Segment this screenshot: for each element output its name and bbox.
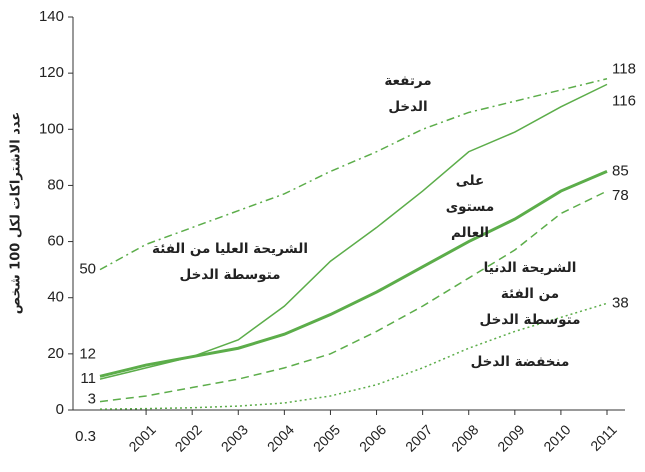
y-tick-label: 40 xyxy=(47,289,64,306)
x-tick-label: 2004 xyxy=(264,421,297,454)
y-tick-label: 60 xyxy=(47,233,64,250)
series-line xyxy=(99,190,608,403)
x-tick-label: 2010 xyxy=(540,421,573,454)
series-line xyxy=(99,78,608,271)
x-tick-label: 2002 xyxy=(172,421,205,454)
y-tick-label: 100 xyxy=(39,120,64,137)
end-value-label: 116 xyxy=(612,92,636,109)
series-label: على مستوى العالم xyxy=(445,173,495,241)
y-axis-label: عدد الاشتراكات لكل 100 شخص xyxy=(9,112,24,315)
series-line xyxy=(99,170,608,378)
y-tick-label: 20 xyxy=(47,345,64,362)
series-label: الشريحة الدنيا من الفئة متوسطة الدخل xyxy=(479,260,581,328)
x-tick-label: 2007 xyxy=(402,421,435,454)
series-label: منخفضة الدخل xyxy=(470,354,570,370)
x-tick-label: 2011 xyxy=(587,421,620,454)
start-value-label: 11 xyxy=(80,370,96,387)
y-tick-label: 80 xyxy=(47,176,64,193)
start-value-label: 0.3 xyxy=(75,428,96,445)
end-value-label: 118 xyxy=(612,61,636,78)
y-tick-label: 0 xyxy=(56,401,64,418)
x-tick-label: 2001 xyxy=(125,421,158,454)
x-tick-label: 2008 xyxy=(448,421,481,454)
end-value-label: 78 xyxy=(612,187,629,204)
x-tick-label: 2003 xyxy=(218,421,251,454)
y-tick-label: 140 xyxy=(39,8,64,25)
x-tick-label: 2005 xyxy=(310,421,343,454)
start-value-label: 12 xyxy=(79,345,96,362)
series-label: الشريحة العليا من الفئة متوسطة الدخل xyxy=(152,241,308,283)
series-line xyxy=(99,83,608,380)
end-value-label: 38 xyxy=(612,294,629,311)
x-tick-label: 2006 xyxy=(356,421,389,454)
y-tick-label: 120 xyxy=(39,64,64,81)
start-value-label: 3 xyxy=(88,391,96,408)
end-value-label: 85 xyxy=(612,162,629,179)
series-label: مرتفعة الدخل xyxy=(384,73,432,115)
start-value-label: 50 xyxy=(79,261,96,278)
x-tick-label: 2009 xyxy=(494,421,527,454)
